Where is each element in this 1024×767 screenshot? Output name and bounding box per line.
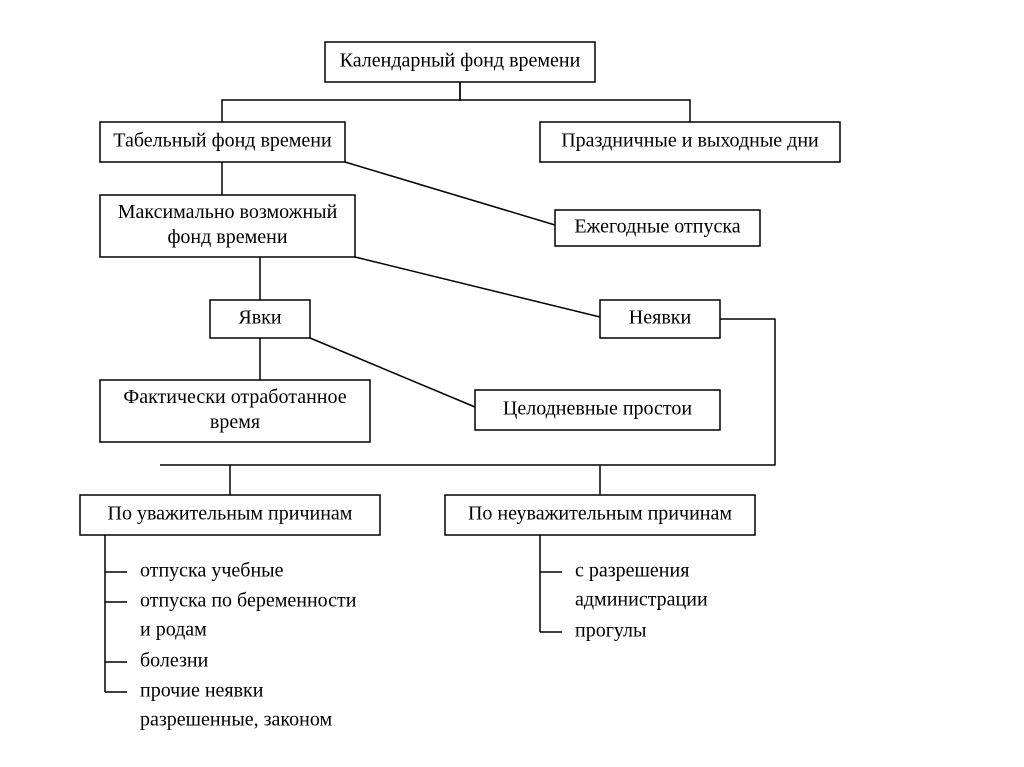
list-neuv_items-item-1-line-0: прогулы xyxy=(575,620,646,642)
node-holiday-label: Праздничные и выходные дни xyxy=(561,130,819,152)
edge-tabel-vacat xyxy=(345,162,555,225)
edge-root-tabel xyxy=(222,82,460,122)
node-fact: Фактически отработанное время xyxy=(100,380,370,442)
list-uv_items: отпуска учебные отпуска по беременности и … xyxy=(105,535,357,731)
node-neuv-label: По неуважительным причинам xyxy=(468,503,732,525)
node-fact-label: Фактически отработанное xyxy=(123,386,346,408)
node-tabel-label: Табельный фонд времени xyxy=(113,130,332,152)
node-uv: По уважительным причинам xyxy=(80,495,380,535)
node-yavki-label: Явки xyxy=(238,307,282,329)
node-tabel: Табельный фонд времени xyxy=(100,122,345,162)
node-neyavki-label: Неявки xyxy=(629,307,692,329)
edge-root-holiday xyxy=(460,82,690,122)
list-neuv_items: с разрешения администрации прогулы xyxy=(540,535,708,642)
node-neuv: По неуважительным причинам xyxy=(445,495,755,535)
list-neuv_items-item-0-line-0: с разрешения xyxy=(575,560,689,582)
node-uv-label: По уважительным причинам xyxy=(108,503,353,525)
list-uv_items-item-0-line-0: отпуска учебные xyxy=(140,560,284,582)
list-uv_items-item-1-line-0: отпуска по беременности xyxy=(140,590,357,612)
node-root: Календарный фонд времени xyxy=(325,42,595,82)
node-holiday: Праздничные и выходные дни xyxy=(540,122,840,162)
node-prost: Целодневные простои xyxy=(475,390,720,430)
node-vacat: Ежегодные отпуска xyxy=(555,210,760,246)
node-root-label: Календарный фонд времени xyxy=(340,50,581,72)
list-uv_items-item-2-line-0: болезни xyxy=(140,650,209,672)
list-uv_items-item-1-line-1: и родам xyxy=(140,619,207,641)
node-maxfund-label: Максимально возможный xyxy=(118,201,338,223)
node-neyavki: Неявки xyxy=(600,300,720,338)
node-yavki: Явки xyxy=(210,300,310,338)
list-uv_items-item-3-line-1: разрешенные, законом xyxy=(140,709,332,731)
node-vacat-label: Ежегодные отпуска xyxy=(574,216,740,238)
edge-maxfund-neyavki xyxy=(355,257,600,317)
node-maxfund-label: фонд времени xyxy=(167,226,287,248)
list-uv_items-item-3-line-0: прочие неявки xyxy=(140,680,264,702)
node-maxfund: Максимально возможный фонд времени xyxy=(100,195,355,257)
node-fact-label: время xyxy=(210,411,260,433)
list-neuv_items-item-0-line-1: администрации xyxy=(575,589,708,611)
node-prost-label: Целодневные простои xyxy=(503,398,692,420)
time-fund-flowchart: Календарный фонд времени Табельный фонд в… xyxy=(0,0,1024,767)
